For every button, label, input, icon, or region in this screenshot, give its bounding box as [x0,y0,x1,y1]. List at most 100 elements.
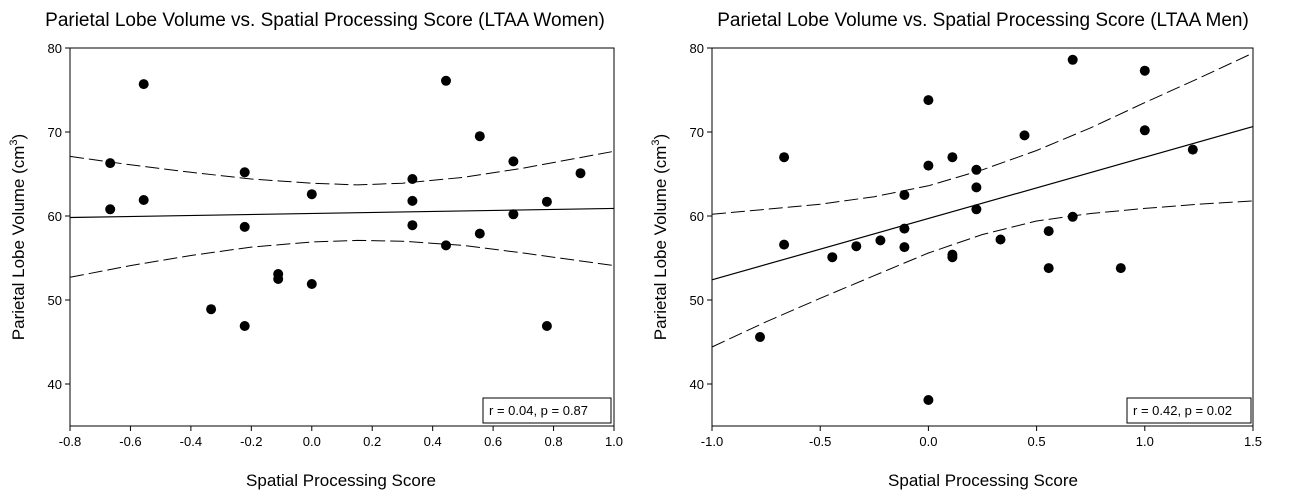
data-point [947,152,958,163]
confidence-band-upper [69,150,615,186]
data-point [971,204,982,215]
data-point [1067,211,1078,222]
data-point [779,239,790,250]
x-tick-label: -0.2 [240,434,262,449]
x-tick-label: 0.0 [919,434,937,449]
data-point [851,241,862,252]
confidence-band [711,52,1254,348]
y-tick-label: 60 [48,209,62,224]
y-tick-label: 40 [48,377,62,392]
y-tick-label: 70 [690,125,704,140]
y-tick-label: 60 [690,209,704,224]
x-tick-label: 0.4 [424,434,442,449]
data-point [1043,226,1054,237]
confidence-band-lower [711,200,1254,348]
x-tick-label: -0.8 [59,434,81,449]
x-tick-label: 1.0 [605,434,623,449]
data-point [755,332,765,342]
x-tick-label: 1.0 [1136,434,1154,449]
data-point [407,174,418,184]
confidence-band-lower [69,239,615,278]
y-tick-label: 70 [48,125,62,140]
y-tick-label: 40 [690,377,704,392]
data-point [239,167,250,178]
data-point [206,304,217,315]
regression-line-path [69,207,615,219]
data-point [875,235,886,246]
x-tick-label: 0.8 [545,434,563,449]
data-point [1067,54,1078,65]
y-tick-label: 80 [690,41,704,56]
stat-box [482,397,612,424]
data-point [923,160,934,171]
data-point [508,156,519,167]
data-point [971,164,982,175]
data-point [306,189,317,200]
data-point [899,190,910,200]
data-point [239,221,250,232]
data-points [105,75,586,331]
data-point [541,321,552,331]
stat-box [1126,397,1252,424]
data-point [138,79,149,90]
x-axis-label: Spatial Processing Score [888,471,1078,490]
x-tick-label: -0.4 [180,434,202,449]
y-axis-label-main: Parietal Lobe Volume (cm [651,146,670,341]
data-point [923,395,934,405]
regression-line [711,125,1254,281]
y-axis-label-close: ) [9,134,28,140]
y-tick-label: 50 [690,293,704,308]
data-points [755,54,1198,405]
regression-line-path [711,125,1254,281]
x-tick-label: 0.6 [484,434,502,449]
y-axis-label: Parietal Lobe Volume (cm3) [650,134,670,340]
data-point [541,196,552,207]
x-tick-label: 1.5 [1244,434,1262,449]
y-axis-label-main: Parietal Lobe Volume (cm [9,146,28,341]
confidence-band [69,150,615,278]
x-axis-label: Spatial Processing Score [246,471,436,490]
plot-area [711,47,1254,427]
data-point [923,95,934,106]
data-point [779,152,790,163]
data-point [407,195,418,206]
data-point [1139,65,1150,76]
x-tick-label: 0.5 [1028,434,1046,449]
x-tick-label: -0.5 [809,434,831,449]
data-point [1187,144,1198,155]
x-tick-label: 0.2 [363,434,381,449]
data-point [995,234,1006,245]
data-point [306,279,317,289]
regression-line [69,207,615,219]
data-point [105,204,116,215]
axis-ticks: -1.0 -0.5 0.0 0.5 1.0 1.5 40 50 60 70 80 [690,41,1263,449]
y-axis-label-close: ) [651,134,670,140]
chart-title: Parietal Lobe Volume vs. Spatial Process… [717,10,1249,31]
data-point [508,209,519,220]
x-tick-label: -1.0 [701,434,723,449]
data-point [971,182,982,193]
confidence-band-upper [711,52,1254,215]
data-point [474,131,485,142]
data-point [1115,263,1126,274]
chart-title: Parietal Lobe Volume vs. Spatial Process… [45,10,605,31]
chart-women: Parietal Lobe Volume vs. Spatial Process… [8,10,623,490]
data-point [441,240,451,251]
y-tick-label: 50 [48,293,62,308]
x-tick-label: -0.6 [119,434,141,449]
data-point [474,228,485,239]
axis-ticks: -0.8 -0.6 -0.4 -0.2 0.0 0.2 0.4 0.6 0.8 1.0 40 50 60… [48,41,624,449]
chart-men: Parietal Lobe Volume vs. Spatial Process… [650,10,1262,490]
stat-text: r = 0.42, p = 0.02 [1133,403,1232,418]
data-point [273,274,284,284]
data-point [1139,125,1150,136]
y-tick-label: 80 [48,41,62,56]
y-axis-label-superscript: 3 [8,139,20,145]
y-axis-label: Parietal Lobe Volume (cm3) [8,134,28,340]
data-point [899,223,910,234]
data-point [899,242,910,253]
data-point [441,75,451,86]
data-point [947,252,958,263]
data-point [1043,263,1054,274]
plot-area [69,47,615,427]
